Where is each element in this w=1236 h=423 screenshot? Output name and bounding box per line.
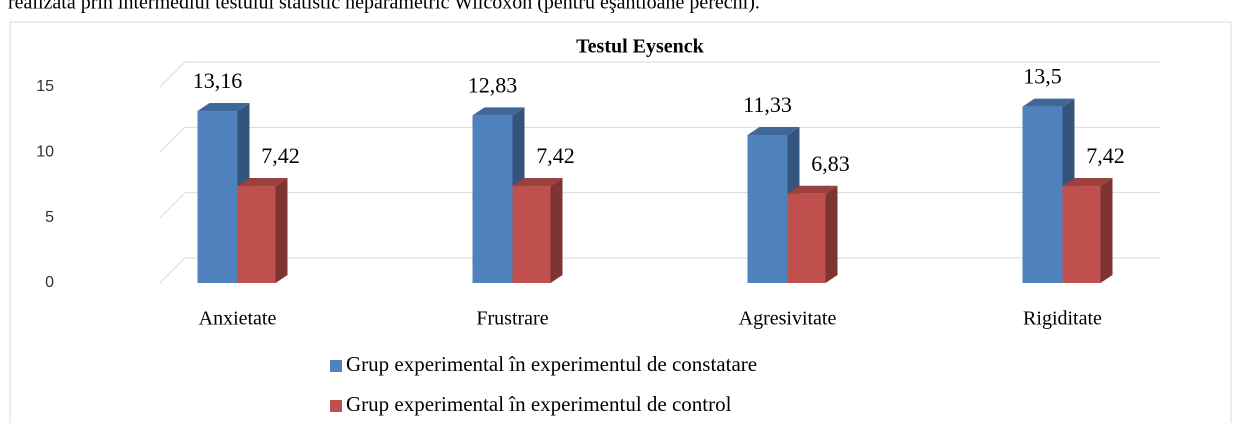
x-tick-label: Anxietate [199,308,277,330]
x-tick-label: Frustrare [476,308,548,330]
bar-top [472,107,525,116]
data-label: 11,33 [743,92,792,117]
bar [787,193,826,283]
bar [747,134,788,283]
bar-top [787,185,838,194]
y-tick-label: 15 [36,78,54,95]
legend-swatch [330,400,342,412]
data-label: 13,5 [1023,64,1062,89]
data-label: 7,42 [261,143,300,168]
y-tick-label: 10 [36,144,54,161]
data-label: 12,83 [468,72,518,97]
bar-top [197,103,250,112]
bar-top [747,126,800,135]
bar [197,111,238,283]
data-label: 13,16 [193,68,243,93]
x-tick-label: Rigiditate [1023,308,1102,330]
grid-line [159,257,186,284]
bar-side [1100,178,1113,283]
bar-top [237,178,288,187]
x-tick-label: Agresivitate [739,308,837,330]
bar [1062,186,1101,283]
y-tick-label: 5 [45,209,54,226]
bar [1022,106,1063,283]
intro-text: realizată prin intermediul testului stat… [8,0,760,14]
legend-label: Grup experimental în experimentul de con… [346,392,732,416]
grid-line [159,126,186,153]
bar [237,186,276,283]
legend-label: Grup experimental în experimentul de con… [346,352,757,376]
bar-top [1062,178,1113,187]
bar-side [550,178,563,283]
legend-swatch [330,360,342,372]
data-label: 6,83 [811,151,850,176]
grid-line [159,192,186,219]
bar-side [825,185,838,283]
bar-side [275,178,288,283]
bar-top [1022,98,1075,107]
chart-frame [9,21,1232,423]
bar [472,115,513,283]
grid-line [159,61,186,88]
chart-title: Testul Eysenck [576,36,705,58]
y-tick-label: 0 [45,274,54,291]
data-label: 7,42 [536,143,575,168]
bar [512,186,551,283]
data-label: 7,42 [1086,143,1125,168]
bar-top [512,178,563,187]
